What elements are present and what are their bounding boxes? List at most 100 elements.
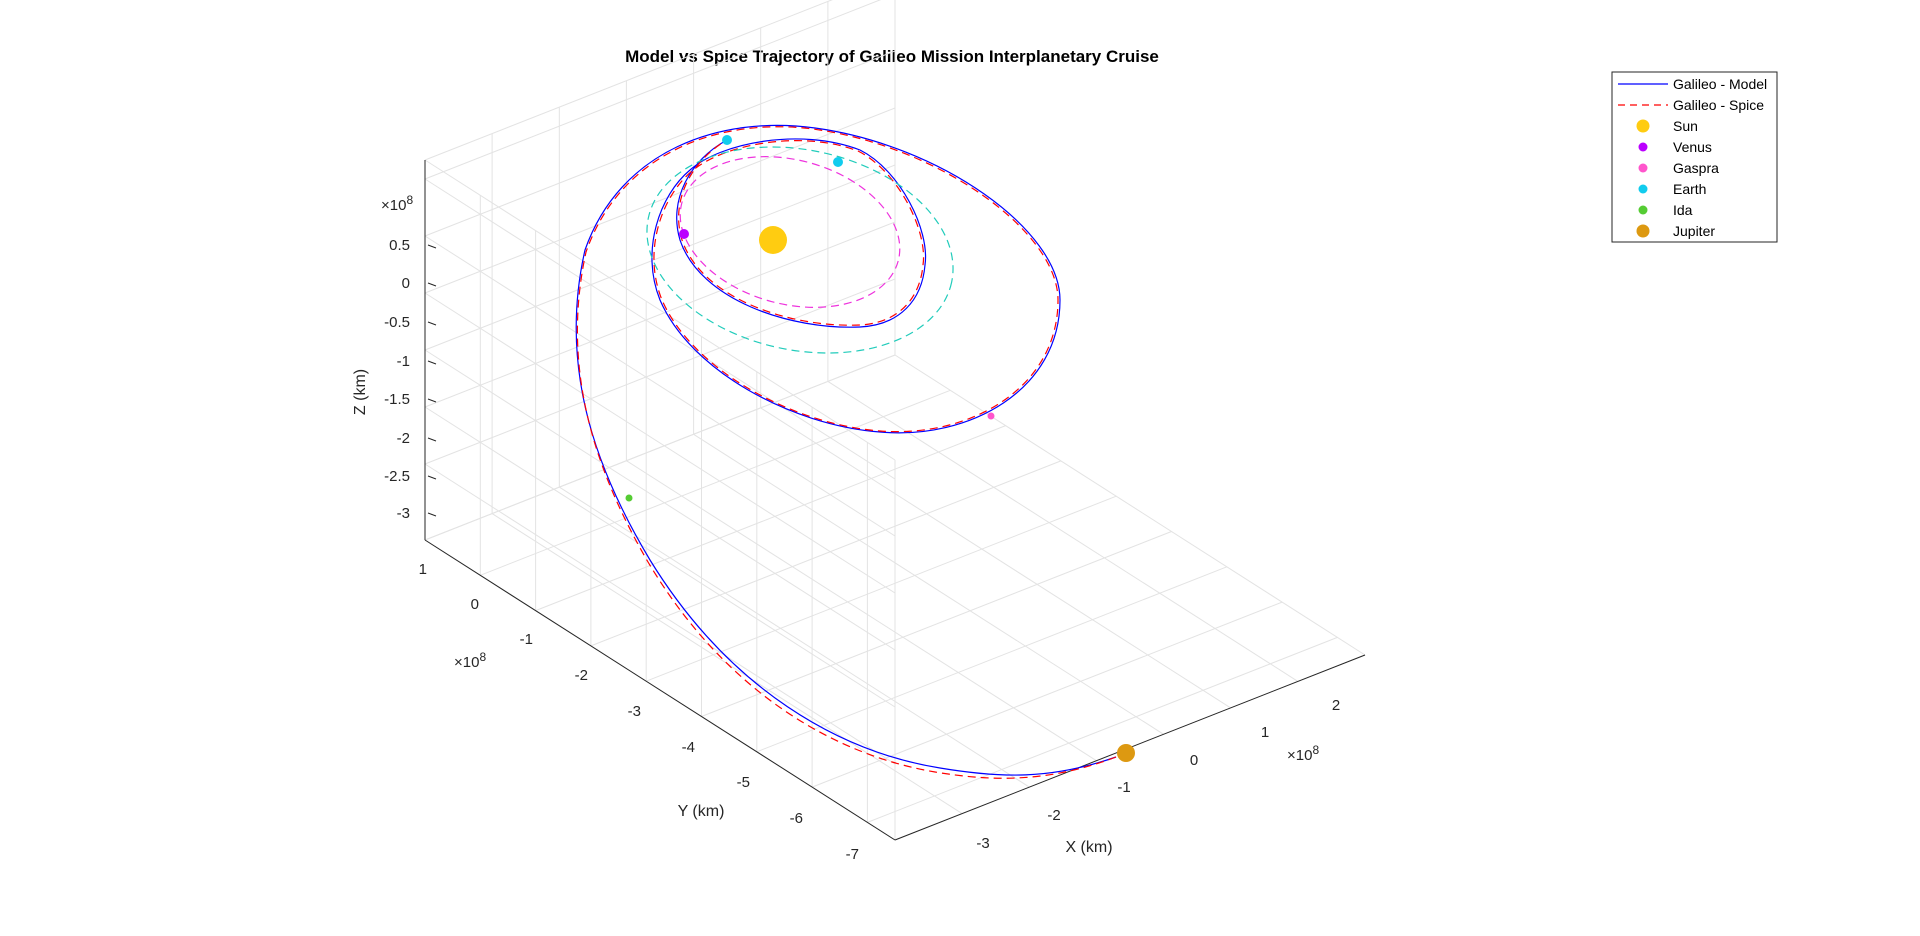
x-axis-label: X (km) bbox=[1065, 839, 1112, 856]
grid-line bbox=[535, 425, 1006, 612]
y-tick-label: -5 bbox=[737, 774, 750, 791]
legend-label: Galileo - Spice bbox=[1673, 97, 1764, 113]
grid-lines bbox=[424, 0, 1366, 841]
earth-marker bbox=[722, 135, 732, 145]
legend-marker bbox=[1638, 163, 1648, 173]
x-tick-label: 2 bbox=[1332, 697, 1340, 714]
grid-line bbox=[559, 486, 1030, 788]
z-tick bbox=[427, 398, 437, 403]
legend-label: Earth bbox=[1673, 181, 1706, 197]
x-exponent: ×108 bbox=[1287, 743, 1319, 764]
y-tick-label: 1 bbox=[419, 561, 427, 578]
grid-line bbox=[646, 495, 1117, 682]
grid-line bbox=[424, 50, 896, 237]
z-tick-label: -3 bbox=[397, 505, 410, 522]
z-tick bbox=[427, 360, 437, 365]
grid-line bbox=[424, 0, 833, 161]
y-axis-line bbox=[424, 539, 896, 841]
grid-line bbox=[424, 278, 896, 465]
y-tick-label: -7 bbox=[846, 846, 859, 863]
legend-marker bbox=[1636, 224, 1650, 238]
z-tick bbox=[427, 437, 437, 442]
y-tick-label: -3 bbox=[628, 703, 641, 720]
grid-line bbox=[424, 164, 896, 351]
grid-line bbox=[626, 460, 1097, 762]
grid-line bbox=[424, 221, 896, 408]
grid-line bbox=[424, 292, 896, 594]
z-exponent: ×108 bbox=[381, 193, 413, 214]
grid-line bbox=[424, 354, 896, 541]
grid-line bbox=[424, 178, 896, 480]
legend-marker bbox=[1638, 184, 1648, 194]
sun-marker bbox=[759, 226, 787, 254]
grid-line bbox=[693, 433, 1164, 735]
legend-label: Jupiter bbox=[1673, 223, 1715, 239]
y-tick-label: -4 bbox=[682, 739, 695, 756]
trajectory-curves bbox=[575, 124, 1117, 779]
jupiter-marker bbox=[1117, 744, 1135, 762]
grid-line bbox=[867, 636, 1338, 823]
ida-marker bbox=[625, 494, 633, 502]
x-tick-label: 0 bbox=[1190, 752, 1198, 769]
chart-title: Model vs Spice Trajectory of Galileo Mis… bbox=[625, 47, 1159, 66]
grid-line bbox=[424, 235, 896, 537]
body-markers bbox=[625, 135, 1135, 762]
z-axis-label: Z (km) bbox=[352, 369, 369, 415]
trajectory-model bbox=[575, 124, 1117, 776]
x-tick-labels: -3 -2 -1 0 1 2 bbox=[976, 697, 1340, 852]
legend-label: Ida bbox=[1673, 202, 1693, 218]
z-tick bbox=[427, 512, 437, 517]
grid-line bbox=[701, 531, 1172, 717]
z-tick-label: -2 bbox=[397, 430, 410, 447]
trajectory-spice bbox=[576, 126, 1117, 779]
y-tick-label: -2 bbox=[575, 667, 588, 684]
y-tick-labels: 1 0 -1 -2 -3 -4 -5 -6 -7 bbox=[419, 561, 859, 863]
venus-orbit bbox=[679, 156, 901, 308]
grid-line bbox=[480, 389, 951, 576]
y-tick-label: 0 bbox=[471, 596, 479, 613]
legend: Galileo - Model Galileo - Spice Sun Venus Ga… bbox=[1611, 71, 1778, 243]
x-tick-label: -2 bbox=[1047, 807, 1060, 824]
legend-marker bbox=[1638, 205, 1648, 215]
grid-line bbox=[424, 159, 896, 461]
grid-line bbox=[424, 406, 896, 708]
z-tick-label: -2.5 bbox=[384, 468, 410, 485]
legend-label: Venus bbox=[1673, 139, 1712, 155]
grid-line bbox=[756, 566, 1227, 753]
grid-line bbox=[894, 354, 1366, 656]
legend-marker bbox=[1636, 119, 1650, 133]
x-tick-label: -3 bbox=[976, 835, 989, 852]
x-tick-label: -1 bbox=[1117, 779, 1130, 796]
z-tick-label: -1.5 bbox=[384, 391, 410, 408]
grid-line bbox=[424, 0, 882, 180]
grid-line bbox=[424, 463, 896, 765]
y-tick-label: -1 bbox=[520, 631, 533, 648]
x-tick-label: 1 bbox=[1261, 724, 1269, 741]
legend-label: Sun bbox=[1673, 118, 1698, 134]
z-tick bbox=[427, 282, 437, 287]
grid-line bbox=[827, 380, 1299, 682]
y-axis-label: Y (km) bbox=[678, 803, 725, 820]
grid-line bbox=[590, 460, 1062, 647]
legend-marker bbox=[1638, 142, 1648, 152]
z-tick-labels: 0.5 0 -0.5 -1 -1.5 -2 -2.5 -3 bbox=[384, 237, 437, 522]
earth-marker bbox=[833, 157, 843, 167]
z-tick-label: 0 bbox=[402, 275, 410, 292]
legend-label: Gaspra bbox=[1673, 160, 1719, 176]
z-tick bbox=[427, 244, 437, 249]
grid-line bbox=[424, 107, 896, 294]
y-tick-label: -6 bbox=[790, 810, 803, 827]
earth-orbit bbox=[646, 146, 954, 354]
venus-marker bbox=[679, 229, 689, 239]
z-tick bbox=[427, 321, 437, 326]
legend-box bbox=[1611, 71, 1778, 243]
z-tick-label: -0.5 bbox=[384, 314, 410, 331]
z-tick bbox=[427, 475, 437, 480]
y-exponent: ×108 bbox=[454, 650, 486, 671]
z-tick-label: 0.5 bbox=[389, 237, 410, 254]
grid-line bbox=[760, 407, 1231, 709]
legend-label: Galileo - Model bbox=[1673, 76, 1767, 92]
gaspra-marker bbox=[987, 412, 995, 420]
grid-line bbox=[424, 349, 896, 651]
